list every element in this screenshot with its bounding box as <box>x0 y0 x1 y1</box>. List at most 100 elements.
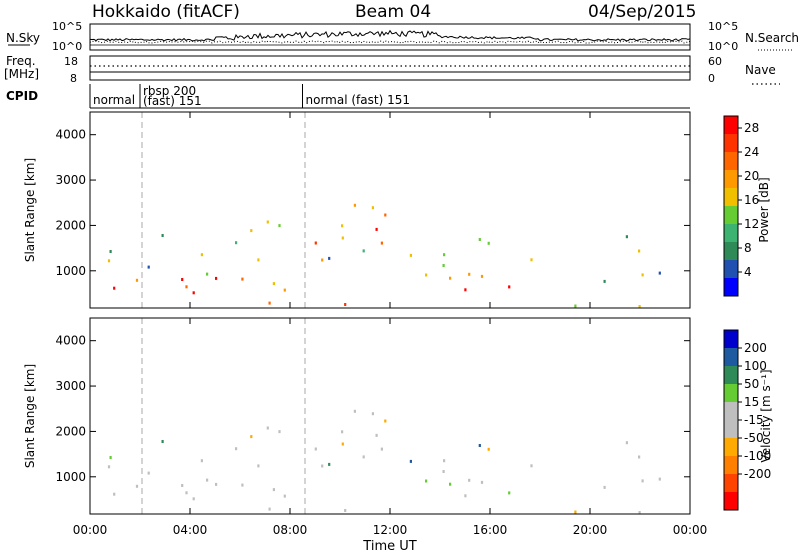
velocity-cell <box>135 484 139 488</box>
noise-left-label: N.Sky <box>6 31 40 45</box>
power-ylabel: Slant Range [km] <box>23 158 37 262</box>
colorbar-tick-label: 200 <box>744 341 767 355</box>
velocity-cell <box>478 444 481 447</box>
power-y-axis: 1000 2000 3000 4000 <box>55 128 690 278</box>
power-cell <box>468 272 471 276</box>
freq-panel: Freq. [MHz] 18 8 60 0 Nave <box>4 54 780 85</box>
freq-left-label-2: [MHz] <box>4 67 39 81</box>
velocity-colorbar-label: Velocity [m s⁻¹] <box>759 369 773 462</box>
power-cell <box>384 213 387 217</box>
colorbar-swatch <box>724 278 738 296</box>
y-tick-label: 3000 <box>55 379 86 393</box>
colorbar-tick-label: 100 <box>744 359 767 373</box>
power-cell <box>658 271 661 275</box>
velocity-colorbar: 200 100 50 15 -15 -50 -100 -200 <box>723 329 771 511</box>
power-cell <box>464 288 467 292</box>
colorbar-tick-label: -15 <box>744 413 764 427</box>
velocity-cell <box>508 491 511 495</box>
velocity-cell <box>147 471 150 475</box>
colorbar-swatch <box>724 242 738 260</box>
velocity-cell <box>314 447 317 451</box>
colorbar-tick-label: 8 <box>744 241 752 255</box>
power-cell <box>206 272 209 276</box>
velocity-cell <box>362 455 365 459</box>
velocity-cell <box>638 511 641 514</box>
power-cell <box>266 220 269 224</box>
y-tick-label: 1000 <box>55 264 86 278</box>
power-cell <box>250 229 253 233</box>
velocity-ylabel: Slant Range [km] <box>23 364 37 468</box>
freq-right-tick-top: 60 <box>708 55 722 68</box>
power-cell <box>508 285 511 289</box>
y-tick-label: 4000 <box>55 334 86 348</box>
power-cell <box>362 249 365 253</box>
power-cell <box>341 224 344 228</box>
power-cell <box>314 241 317 245</box>
freq-left-label-1: Freq. <box>6 54 36 68</box>
colorbar-swatch <box>724 116 738 134</box>
power-cell <box>425 273 428 277</box>
colorbar-swatch <box>724 134 738 152</box>
noise-right-label: N.Search <box>745 31 799 45</box>
velocity-cell <box>192 497 195 501</box>
velocity-cell <box>278 430 281 434</box>
velocity-cell <box>371 412 374 416</box>
velocity-cell <box>625 441 628 445</box>
colorbar-swatch <box>724 330 738 348</box>
velocity-plot-bg <box>90 318 690 514</box>
power-cell <box>135 278 139 282</box>
power-cell <box>409 253 412 257</box>
x-tick-label: 16:00 <box>473 523 508 537</box>
power-cell <box>113 286 116 290</box>
freq-left-tick-top: 18 <box>64 55 78 68</box>
power-cell <box>574 304 577 308</box>
velocity-cell <box>638 455 641 459</box>
velocity-panel: 1000 2000 3000 4000 Slant Range [km] <box>23 317 691 515</box>
y-tick-label: 2000 <box>55 424 86 438</box>
noise-right-tick-top: 10^5 <box>708 20 738 33</box>
power-cell <box>181 278 184 281</box>
x-tick-label: 04:00 <box>173 523 208 537</box>
velocity-cell <box>235 447 238 451</box>
velocity-cell <box>200 459 203 463</box>
x-axis-title: Time UT <box>362 539 416 554</box>
noise-search-trace <box>89 40 691 44</box>
colorbar-tick-label: -50 <box>744 431 764 445</box>
velocity-cell <box>468 478 471 482</box>
velocity-cell <box>268 507 271 511</box>
power-cell <box>603 279 606 283</box>
colorbar-swatch <box>724 456 738 474</box>
colorbar-tick-label: -200 <box>744 467 771 481</box>
freq-left-tick-bottom: 8 <box>70 72 77 85</box>
x-tick-label: 00:00 <box>73 523 108 537</box>
velocity-cells <box>107 409 661 514</box>
power-colorbar-label: Power [dB] <box>757 177 771 242</box>
velocity-cell <box>449 482 452 486</box>
freq-right-tick-bottom: 0 <box>708 72 715 85</box>
velocity-cell <box>250 435 253 439</box>
noise-right-tick-bottom: 10^0 <box>708 40 738 53</box>
cpid-row: CPID normal rbsp 200(fast) 151 normal (fas… <box>6 84 690 109</box>
x-tick-label: 08:00 <box>273 523 308 537</box>
power-cell <box>442 264 445 267</box>
colorbar-tick-label: 4 <box>744 265 752 279</box>
noise-panel: N.Sky 10^5 10^0 10^5 10^0 N.Search <box>6 20 799 53</box>
power-cell <box>241 277 244 281</box>
x-tick-label: 20:00 <box>573 523 608 537</box>
power-cell <box>147 265 150 269</box>
velocity-cell <box>425 479 428 483</box>
beam-title: Beam 04 <box>355 2 431 22</box>
y-tick-label: 4000 <box>55 128 86 142</box>
x-tick-label: 12:00 <box>373 523 408 537</box>
velocity-cell <box>480 480 484 484</box>
cpid-segment-label: normal <box>93 93 135 107</box>
power-cells <box>107 203 661 308</box>
colorbar-swatch <box>724 366 738 384</box>
velocity-cell <box>574 510 577 514</box>
velocity-y-axis: 1000 2000 3000 4000 <box>55 334 690 484</box>
cpid-segment-label: normal (fast) 151 <box>306 93 410 107</box>
velocity-cell <box>206 478 209 482</box>
velocity-cell <box>344 509 347 512</box>
power-cell <box>283 288 286 292</box>
